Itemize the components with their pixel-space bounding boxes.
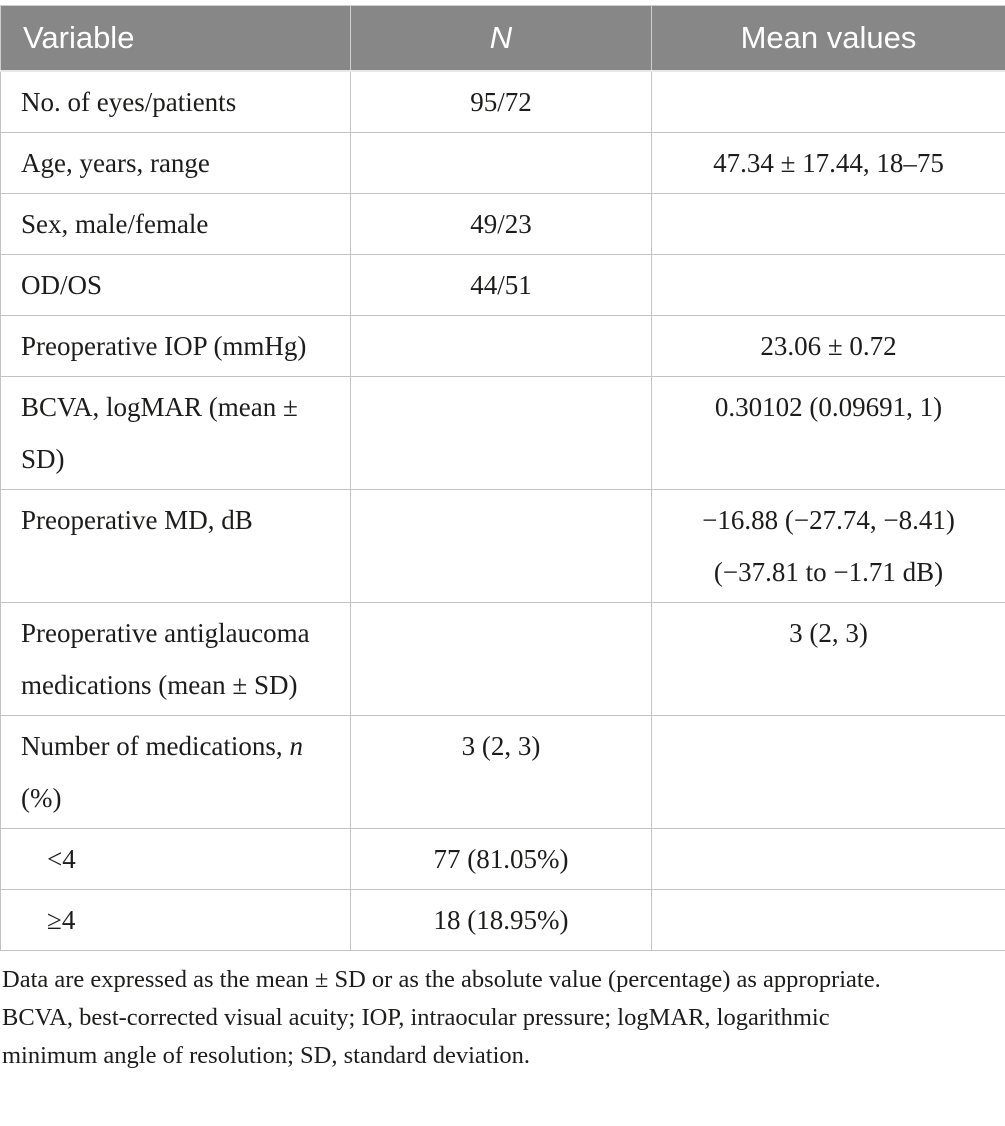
table-row: Preoperative antiglaucoma medications (m… xyxy=(0,602,1005,716)
cell-variable: OD/OS xyxy=(0,254,351,316)
cell-n xyxy=(350,489,652,603)
table-row: Preoperative MD, dB −16.88 (−27.74, −8.41… xyxy=(0,489,1005,603)
cell-mean-value xyxy=(651,70,1005,133)
table-footnote: Data are expressed as the mean ± SD or a… xyxy=(2,966,881,1069)
cell-variable: Preoperative antiglaucoma medications (m… xyxy=(0,602,351,716)
cell-mean-value: 47.34 ± 17.44, 18–75 xyxy=(651,132,1005,194)
table-row: BCVA, logMAR (mean ± SD) 0.30102 (0.09691… xyxy=(0,376,1005,490)
table-row: Sex, male/female 49/23 xyxy=(0,193,1005,255)
cell-n xyxy=(350,602,652,716)
table-row: Number of medications, n (%) 3 (2, 3) xyxy=(0,715,1005,829)
cell-mean-value xyxy=(651,254,1005,316)
cell-n: 95/72 xyxy=(350,70,652,133)
cell-variable: BCVA, logMAR (mean ± SD) xyxy=(0,376,351,490)
table-row: <4 77 (81.05%) xyxy=(0,828,1005,890)
table-header: Variable N Mean values xyxy=(0,5,1005,72)
header-variable: Variable xyxy=(0,5,351,72)
cell-n: 77 (81.05%) xyxy=(350,828,652,890)
cell-mean-value xyxy=(651,828,1005,890)
cell-n: 49/23 xyxy=(350,193,652,255)
table-row: No. of eyes/patients 95/72 xyxy=(0,70,1005,133)
table-body: No. of eyes/patients 95/72 Age, years, ran… xyxy=(0,70,1005,951)
cell-n: 3 (2, 3) xyxy=(350,715,652,829)
cell-n xyxy=(350,315,652,377)
cell-variable: Number of medications, n (%) xyxy=(0,715,351,829)
cell-mean-value xyxy=(651,715,1005,829)
cell-variable: Preoperative IOP (mmHg) xyxy=(0,315,351,377)
cell-n: 44/51 xyxy=(350,254,652,316)
cell-n xyxy=(350,376,652,490)
header-n: N xyxy=(350,5,652,72)
cell-variable: No. of eyes/patients xyxy=(0,70,351,133)
cell-variable: Age, years, range xyxy=(0,132,351,194)
data-table: Variable N Mean values No. of eyes/patie… xyxy=(0,5,1005,951)
cell-mean-value: −16.88 (−27.74, −8.41) (−37.81 to −1.71 … xyxy=(651,489,1005,603)
cell-n: 18 (18.95%) xyxy=(350,889,652,951)
cell-mean-value xyxy=(651,193,1005,255)
cell-variable: <4 xyxy=(0,828,351,890)
header-mean-values: Mean values xyxy=(651,5,1005,72)
cell-mean-value: 3 (2, 3) xyxy=(651,602,1005,716)
cell-variable: Sex, male/female xyxy=(0,193,351,255)
table-row: Preoperative IOP (mmHg) 23.06 ± 0.72 xyxy=(0,315,1005,377)
cell-variable: Preoperative MD, dB xyxy=(0,489,351,603)
patient-characteristics-table: Variable N Mean values No. of eyes/patie… xyxy=(0,5,1005,1069)
cell-variable: ≥4 xyxy=(0,889,351,951)
table-row: ≥4 18 (18.95%) xyxy=(0,889,1005,951)
cell-n xyxy=(350,132,652,194)
cell-mean-value: 23.06 ± 0.72 xyxy=(651,315,1005,377)
header-row: Variable N Mean values xyxy=(0,5,1005,72)
table-row: Age, years, range 47.34 ± 17.44, 18–75 xyxy=(0,132,1005,194)
cell-mean-value xyxy=(651,889,1005,951)
cell-mean-value: 0.30102 (0.09691, 1) xyxy=(651,376,1005,490)
table-row: OD/OS 44/51 xyxy=(0,254,1005,316)
